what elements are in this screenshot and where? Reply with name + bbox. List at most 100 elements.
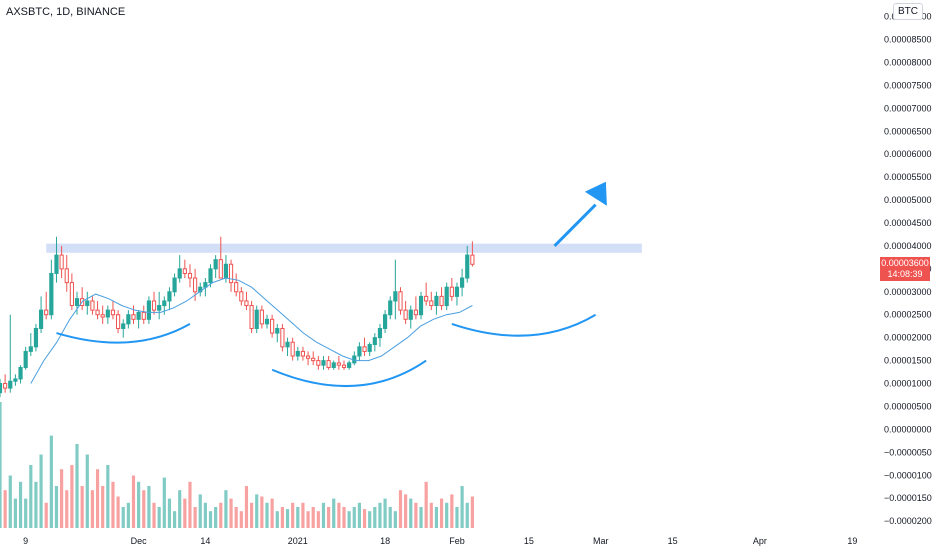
candle-body	[367, 344, 372, 352]
moving-average-line	[30, 277, 473, 384]
volume-bar	[208, 511, 213, 528]
y-axis-label: 0.00002000	[884, 333, 932, 343]
volume-bar	[178, 490, 182, 528]
volume-bar	[306, 511, 310, 528]
candle-body	[69, 282, 74, 307]
volume-bar	[327, 507, 331, 528]
volume-bar	[357, 502, 362, 528]
volume-bar	[214, 507, 218, 528]
candle-body	[49, 272, 54, 316]
volume-bar	[24, 498, 28, 528]
volume-bar	[368, 511, 372, 528]
volume-bar	[239, 511, 243, 528]
candle-body	[18, 366, 23, 380]
volume-bar	[162, 477, 166, 528]
volume-bar	[121, 507, 125, 528]
candle-body	[398, 291, 403, 311]
candle-body	[290, 341, 295, 357]
x-axis-label: 2021	[288, 536, 308, 546]
volume-bar	[291, 502, 295, 528]
candle-body	[321, 360, 326, 366]
volume-bar	[270, 498, 274, 528]
volume-bar	[296, 507, 300, 528]
currency-badge[interactable]: BTC	[893, 3, 923, 20]
candle-body	[372, 337, 377, 346]
candle-body	[59, 254, 64, 270]
candle-body	[316, 360, 321, 366]
volume-bar	[157, 507, 161, 528]
volume-bar	[137, 481, 141, 528]
resistance-zone	[46, 243, 642, 253]
breakout-arrow-shaft	[553, 203, 597, 247]
volume-bar	[39, 454, 43, 528]
candle-body	[264, 318, 270, 325]
volume-bar	[172, 511, 177, 528]
volume-bar	[347, 511, 351, 528]
volume-bar	[414, 502, 418, 528]
volume-bar	[203, 502, 207, 528]
candle-body	[259, 309, 264, 325]
candle-body	[8, 380, 13, 389]
candle-body	[403, 309, 408, 320]
candle-body	[100, 314, 105, 318]
candle-body	[3, 383, 8, 389]
volume-bar	[44, 502, 48, 528]
x-axis-label: 15	[668, 536, 678, 546]
volume-bar	[34, 481, 38, 528]
y-axis-label: 0.00001000	[884, 379, 932, 389]
bar-countdown: 14:08:39	[887, 269, 923, 279]
volume-bar	[373, 507, 377, 528]
breakout-arrow-head	[584, 181, 607, 206]
candle-body	[382, 314, 388, 329]
symbol-header[interactable]: AXSBTC, 1D, BINANCE	[6, 6, 126, 18]
candle-body	[285, 341, 290, 348]
candle-body	[162, 300, 167, 307]
x-axis-label: Dec	[131, 536, 148, 546]
volume-bar	[470, 496, 474, 528]
candle-body	[244, 300, 249, 307]
volume-bar	[249, 502, 254, 528]
candle-body	[33, 327, 39, 348]
candle-body	[295, 350, 300, 357]
volume-bar	[332, 498, 336, 528]
x-axis-label: Feb	[449, 536, 465, 546]
candle-body	[116, 314, 121, 329]
candle-body	[172, 277, 177, 293]
volume-bar	[383, 498, 387, 528]
volume-bar	[342, 507, 346, 528]
volume-bar	[60, 469, 64, 528]
volume-bar	[337, 502, 341, 528]
candle-body	[357, 346, 362, 357]
volume-bar	[18, 481, 23, 528]
candle-body	[54, 254, 59, 274]
candle-body	[151, 300, 157, 311]
volume-bar	[49, 435, 53, 528]
volume-bar	[445, 502, 449, 528]
volume-bar	[275, 511, 279, 528]
candle-body	[126, 314, 131, 325]
volume-bar	[378, 502, 382, 528]
x-axis-label: Apr	[753, 536, 767, 546]
candle-body	[362, 346, 367, 352]
volume-bar	[229, 498, 233, 528]
candle-body	[311, 357, 316, 362]
volume-bar	[101, 486, 105, 528]
volume-bar	[265, 502, 269, 528]
candle-body	[444, 286, 449, 307]
candle-body	[64, 268, 69, 284]
handle-arc	[451, 313, 597, 337]
volume-bar	[362, 509, 367, 528]
cup-arc	[271, 359, 427, 388]
x-axis-label: 9	[23, 536, 28, 546]
volume-bar	[285, 509, 290, 528]
volume-bar	[0, 402, 2, 528]
candle-body	[157, 305, 162, 311]
candle-body	[223, 263, 229, 279]
volume-bar	[429, 502, 433, 528]
y-axis-label: 0.00007000	[884, 103, 932, 113]
candle-body	[393, 291, 398, 302]
volume-bar	[75, 444, 79, 528]
candle-body	[131, 314, 136, 320]
volume-bar	[147, 486, 151, 528]
